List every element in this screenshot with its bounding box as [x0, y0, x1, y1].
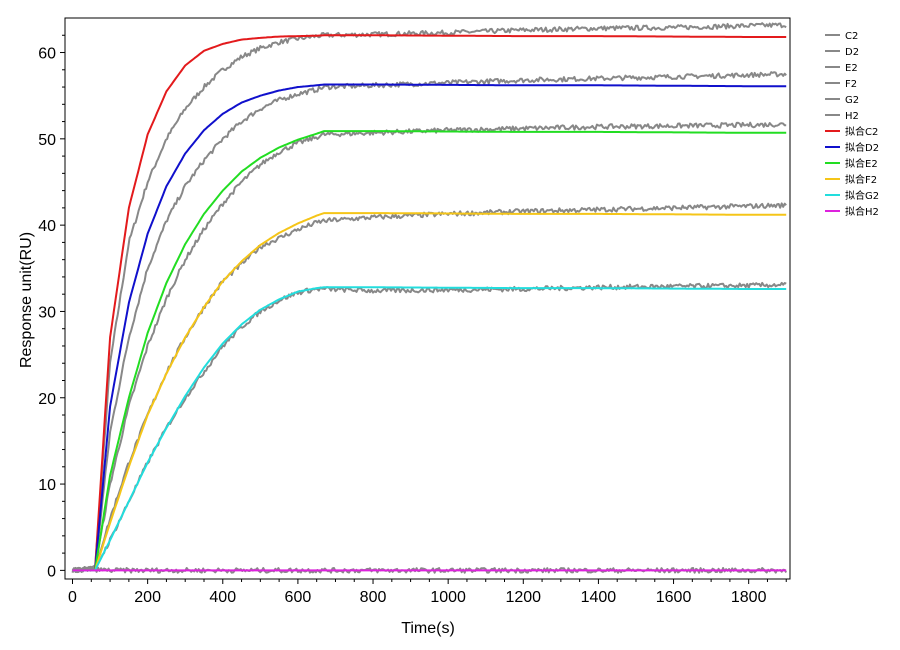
legend-item: 拟合H2: [825, 205, 879, 218]
x-tick-label: 200: [134, 589, 161, 606]
series-line-G2: [71, 281, 787, 573]
legend-label: H2: [845, 111, 859, 122]
legend-label: C2: [845, 31, 858, 42]
series-line-拟合C2: [72, 34, 787, 572]
legend-item: 拟合E2: [825, 157, 878, 170]
legend-label: 拟合H2: [845, 205, 879, 218]
legend-item: G2: [825, 95, 859, 106]
legend-item: 拟合G2: [825, 189, 879, 202]
series-line-H2: [71, 566, 788, 574]
legend-item: D2: [825, 47, 859, 58]
y-axis-title: Response unit(RU): [18, 232, 35, 368]
legend-item: 拟合D2: [825, 141, 879, 154]
y-tick-label: 40: [38, 218, 56, 235]
x-tick-label: 800: [360, 589, 387, 606]
y-tick-label: 0: [47, 563, 56, 580]
legend-item: E2: [825, 63, 858, 74]
x-tick-label: 400: [209, 589, 236, 606]
x-tick-label: 0: [68, 589, 77, 606]
legend: C2 D2 E2 F2 G2 H2 拟合C2 拟合D2 拟合E2 拟合F2 拟合G2 拟合H2: [825, 31, 879, 218]
axes: 0 200 400 600 800 1000 1200 1400 1600 1800 0 10 20 30…: [38, 17, 791, 606]
legend-label: F2: [845, 79, 857, 90]
series-line-D2: [71, 71, 787, 572]
x-tick-label: 1400: [581, 589, 617, 606]
legend-label: 拟合G2: [845, 189, 879, 202]
y-tick-label: 60: [38, 46, 56, 63]
x-tick-label: 1600: [656, 589, 692, 606]
y-tick-label: 10: [38, 477, 56, 494]
legend-item: 拟合F2: [825, 173, 877, 186]
legend-label: E2: [845, 63, 858, 74]
legend-item: 拟合C2: [825, 125, 878, 138]
x-tick-label: 1200: [505, 589, 541, 606]
legend-item: F2: [825, 79, 857, 90]
series-line-拟合F2: [72, 212, 787, 572]
x-tick-label: 1000: [430, 589, 466, 606]
series-line-拟合G2: [72, 286, 787, 572]
legend-item: C2: [825, 31, 858, 42]
y-tick-label: 30: [38, 304, 56, 321]
legend-label: D2: [845, 47, 859, 58]
legend-label: 拟合F2: [845, 173, 877, 186]
plot-frame: [64, 17, 791, 580]
series-line-拟合E2: [72, 130, 787, 572]
y-tick-label: 50: [38, 132, 56, 149]
legend-item: H2: [825, 111, 859, 122]
y-tick-label: 20: [38, 391, 56, 408]
x-tick-label: 600: [285, 589, 312, 606]
series-line-C2: [71, 22, 787, 574]
legend-label: 拟合C2: [845, 125, 878, 138]
x-tick-label: 1800: [731, 589, 767, 606]
plot-lines: [71, 22, 788, 574]
legend-label: 拟合E2: [845, 157, 878, 170]
x-axis-title: Time(s): [401, 620, 455, 637]
legend-label: 拟合D2: [845, 141, 879, 154]
legend-label: G2: [845, 95, 859, 106]
series-line-F2: [71, 202, 787, 573]
series-line-拟合D2: [72, 83, 787, 572]
